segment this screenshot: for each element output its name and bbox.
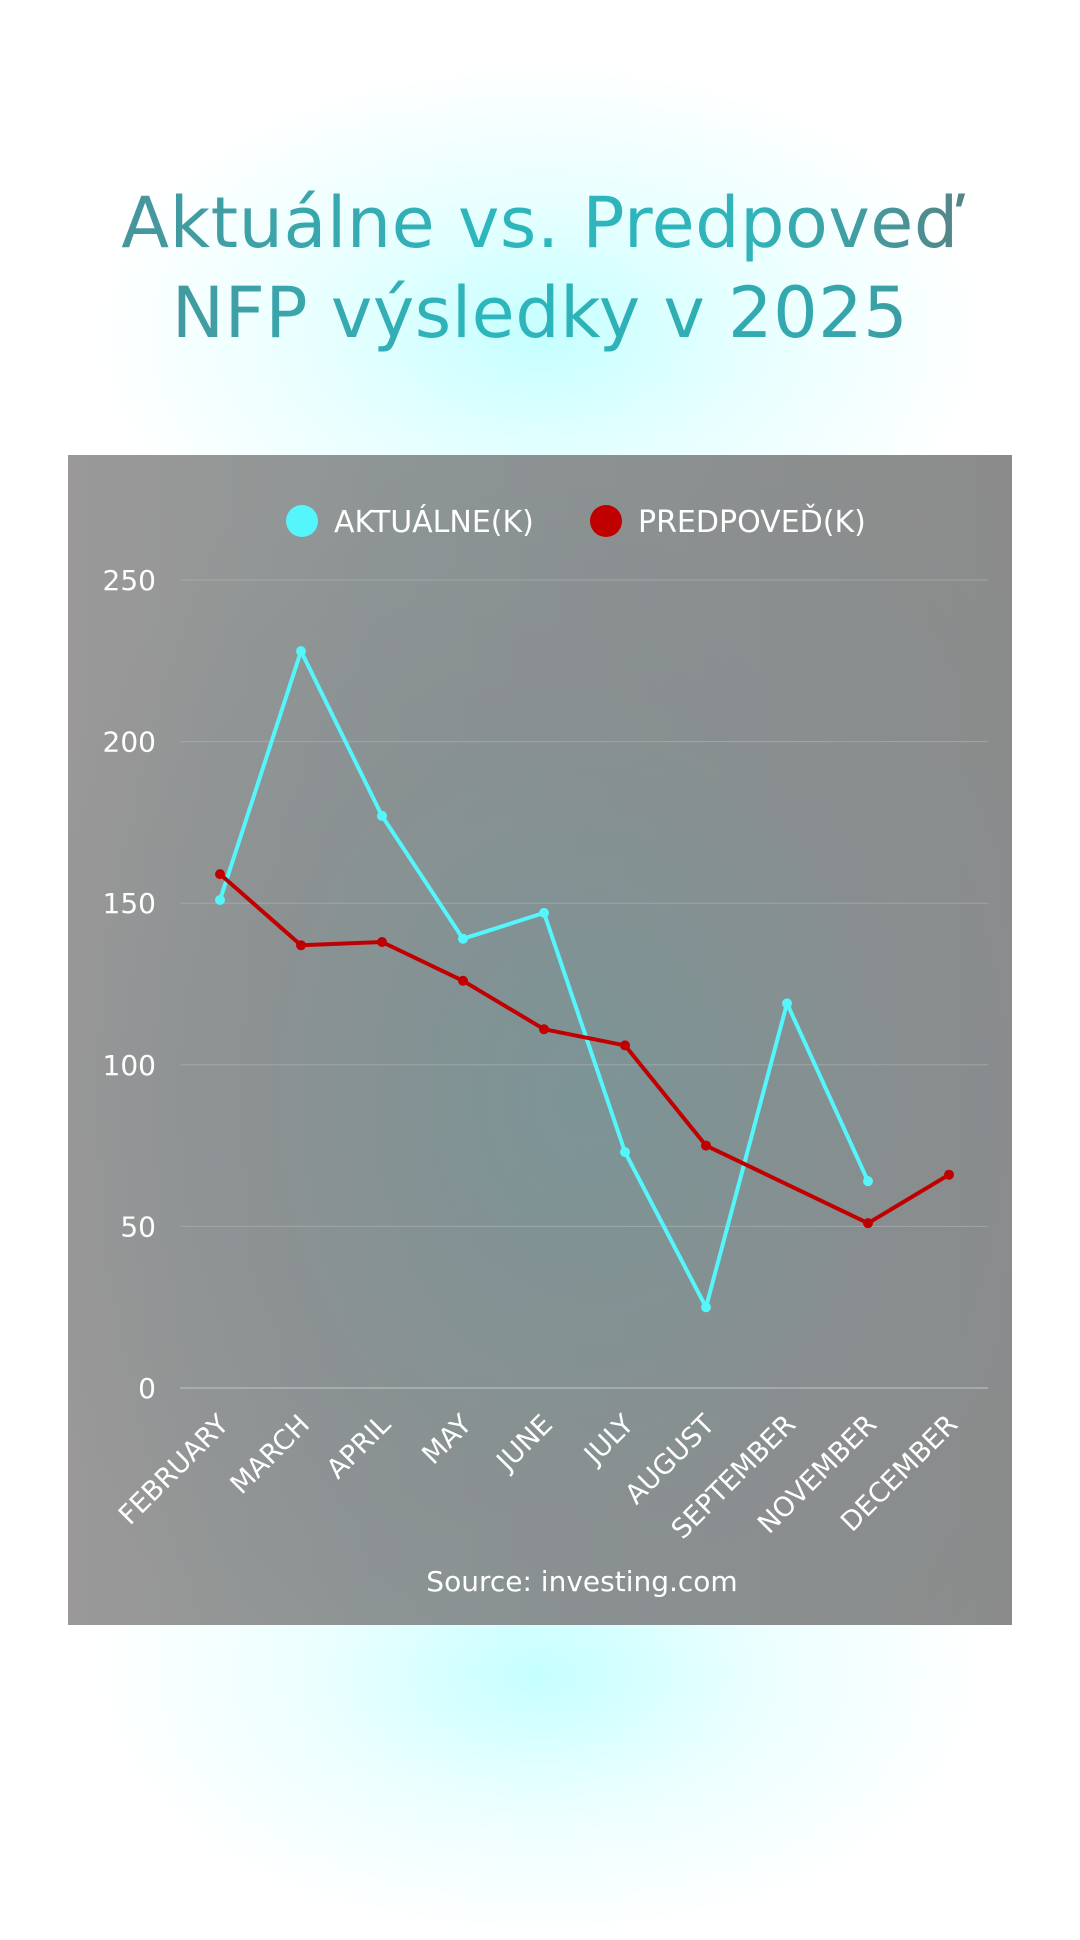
- x-tick-label: JULY: [577, 1409, 640, 1472]
- y-tick-label: 50: [120, 1210, 156, 1243]
- y-tick-label: 100: [103, 1049, 156, 1082]
- legend-label-forecast: PREDPOVEĎ(K): [638, 504, 866, 540]
- legend-swatch-actual: [286, 505, 318, 537]
- grid-lines: [180, 579, 988, 1389]
- point-actual: [296, 646, 306, 657]
- x-tick-label: JUNE: [490, 1409, 559, 1478]
- point-forecast: [863, 1218, 873, 1229]
- y-tick-label: 250: [103, 564, 156, 597]
- point-forecast: [701, 1140, 711, 1151]
- x-tick-label: APRIL: [321, 1409, 397, 1485]
- point-actual: [458, 933, 468, 944]
- y-tick-label: 200: [103, 726, 156, 759]
- y-axis-ticks: 0 50 100 150 200 250: [103, 564, 156, 1405]
- title-line-2: NFP výsledky v 2025: [0, 268, 1080, 358]
- point-forecast: [620, 1040, 630, 1051]
- point-actual: [377, 810, 387, 821]
- point-actual: [701, 1302, 711, 1313]
- page-title: Aktuálne vs. Predpoveď NFP výsledky v 20…: [0, 178, 1080, 358]
- point-actual: [539, 907, 549, 918]
- point-actual: [620, 1147, 630, 1158]
- point-forecast: [458, 975, 468, 986]
- x-tick-label: FEBRUARY: [113, 1409, 235, 1531]
- point-forecast: [539, 1024, 549, 1035]
- point-actual: [215, 894, 225, 905]
- series-lines: [215, 646, 954, 1313]
- x-tick-label: MAY: [416, 1409, 478, 1471]
- legend: AKTUÁLNE(K) PREDPOVEĎ(K): [286, 504, 866, 540]
- series-line-forecast: [218, 872, 951, 1226]
- background-glow-top: [90, 60, 990, 520]
- point-forecast: [215, 869, 225, 880]
- point-forecast: [377, 936, 387, 947]
- legend-swatch-forecast: [590, 505, 622, 537]
- y-tick-label: 0: [138, 1372, 156, 1405]
- x-tick-label: MARCH: [224, 1409, 315, 1500]
- series-line-actual: [218, 649, 870, 1310]
- point-forecast: [944, 1169, 954, 1180]
- point-actual: [863, 1176, 873, 1187]
- point-actual: [782, 998, 792, 1009]
- y-tick-label: 150: [103, 887, 156, 920]
- title-line-1: Aktuálne vs. Predpoveď: [0, 178, 1080, 268]
- point-forecast: [296, 940, 306, 951]
- legend-label-actual: AKTUÁLNE(K): [334, 504, 534, 540]
- chart-panel: 0 50 100 150 200 250 FEBRUARY MARCH APRIL MAY JUN…: [68, 455, 1012, 1625]
- source-note: Source: investing.com: [426, 1565, 737, 1598]
